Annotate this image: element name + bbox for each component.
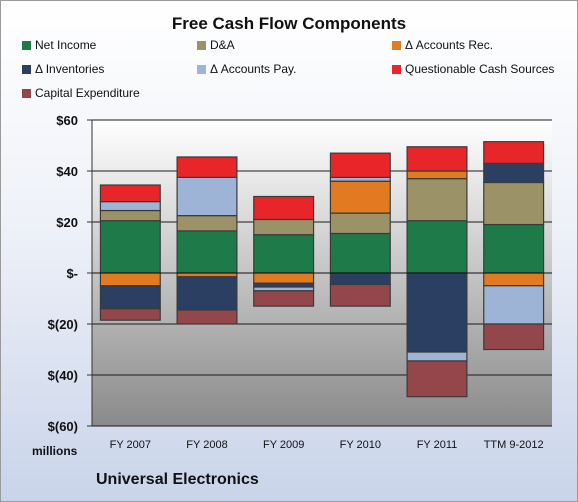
chart-title: Free Cash Flow Components bbox=[171, 14, 407, 33]
legend-label: Δ Accounts Pay. bbox=[210, 62, 297, 76]
bar-capital-expenditure-fy-2011 bbox=[406, 360, 468, 398]
y-tick-label: $20 bbox=[56, 215, 78, 230]
bar-accounts-rec-fy-2009 bbox=[253, 272, 315, 284]
company-name: Universal Electronics bbox=[96, 471, 259, 488]
bar-questionable-cash-sources-fy-2011 bbox=[406, 146, 468, 172]
bar-net-income-fy-2009 bbox=[253, 234, 315, 274]
y-tick-label: $(20) bbox=[48, 317, 78, 332]
bar-questionable-cash-sources-fy-2010 bbox=[329, 152, 391, 178]
bar-accounts-pay-fy-2008 bbox=[176, 176, 238, 217]
legend-item-accounts-rec: Δ Accounts Rec. bbox=[392, 38, 493, 52]
legend-label: Capital Expenditure bbox=[35, 86, 140, 100]
bar-inventories-fy-2007 bbox=[99, 285, 161, 310]
x-tick-label: FY 2011 bbox=[417, 439, 458, 451]
bar-accounts-pay-ttm-9-2012 bbox=[483, 285, 545, 325]
bar-d-a-fy-2010 bbox=[329, 212, 391, 235]
bar-d-a-ttm-9-2012 bbox=[483, 181, 545, 226]
units-label: millions bbox=[32, 444, 78, 458]
legend-item-d-a: D&A bbox=[197, 38, 235, 52]
y-tick-label: $60 bbox=[56, 113, 78, 128]
bar-d-a-fy-2007 bbox=[99, 209, 161, 222]
x-tick-label: FY 2008 bbox=[186, 439, 227, 451]
y-tick-label: $40 bbox=[56, 164, 78, 179]
legend-item-questionable-cash-sources: Questionable Cash Sources bbox=[392, 62, 554, 76]
bar-capital-expenditure-fy-2009 bbox=[253, 290, 315, 307]
legend-swatch bbox=[22, 41, 31, 50]
bar-d-a-fy-2008 bbox=[176, 215, 238, 232]
bar-capital-expenditure-fy-2010 bbox=[329, 283, 391, 307]
bar-d-a-fy-2009 bbox=[253, 218, 315, 236]
bar-net-income-ttm-9-2012 bbox=[483, 223, 545, 274]
legend-swatch bbox=[22, 65, 31, 74]
bar-net-income-fy-2008 bbox=[176, 230, 238, 274]
bar-accounts-rec-fy-2007 bbox=[99, 272, 161, 287]
legend-item-accounts-pay: Δ Accounts Pay. bbox=[197, 62, 297, 76]
legend-label: Questionable Cash Sources bbox=[405, 62, 555, 76]
bar-inventories-fy-2008 bbox=[176, 276, 238, 311]
y-tick-label: $- bbox=[66, 266, 78, 281]
bar-capital-expenditure-fy-2007 bbox=[99, 308, 161, 321]
bar-questionable-cash-sources-fy-2007 bbox=[99, 184, 161, 203]
legend-item-net-income: Net Income bbox=[22, 38, 96, 52]
bar-accounts-rec-ttm-9-2012 bbox=[483, 272, 545, 287]
bar-accounts-pay-fy-2011 bbox=[406, 351, 468, 362]
bar-d-a-fy-2011 bbox=[406, 178, 468, 222]
y-tick-label: $(60) bbox=[48, 419, 78, 434]
bar-questionable-cash-sources-fy-2009 bbox=[253, 195, 315, 221]
x-tick-label: TTM 9-2012 bbox=[484, 439, 544, 451]
legend-label: Δ Accounts Rec. bbox=[405, 38, 494, 52]
legend-swatch bbox=[22, 89, 31, 98]
y-tick-label: $(40) bbox=[48, 368, 78, 383]
legend-label: D&A bbox=[210, 38, 235, 52]
bar-capital-expenditure-fy-2008 bbox=[176, 309, 238, 325]
x-tick-label: FY 2009 bbox=[263, 439, 304, 451]
bar-accounts-rec-fy-2011 bbox=[406, 170, 468, 180]
legend-item-inventories: Δ Inventories bbox=[22, 62, 104, 76]
bar-net-income-fy-2010 bbox=[329, 232, 391, 274]
bar-questionable-cash-sources-ttm-9-2012 bbox=[483, 141, 545, 164]
legend-swatch bbox=[197, 41, 206, 50]
bar-accounts-pay-fy-2007 bbox=[99, 201, 161, 212]
legend-label: Net Income bbox=[35, 38, 97, 52]
bar-inventories-fy-2010 bbox=[329, 272, 391, 286]
legend-item-capital-expenditure: Capital Expenditure bbox=[22, 86, 140, 100]
legend-swatch bbox=[392, 41, 401, 50]
x-tick-label: FY 2007 bbox=[110, 439, 151, 451]
bar-capital-expenditure-ttm-9-2012 bbox=[483, 323, 545, 351]
bar-net-income-fy-2007 bbox=[99, 220, 161, 274]
bar-inventories-ttm-9-2012 bbox=[483, 162, 545, 184]
bar-accounts-rec-fy-2010 bbox=[329, 180, 391, 214]
bar-questionable-cash-sources-fy-2008 bbox=[176, 156, 238, 178]
bar-inventories-fy-2011 bbox=[406, 272, 468, 353]
bar-net-income-fy-2011 bbox=[406, 220, 468, 274]
legend-swatch bbox=[392, 65, 401, 74]
x-tick-label: FY 2010 bbox=[340, 439, 381, 451]
legend-swatch bbox=[197, 65, 206, 74]
legend-label: Δ Inventories bbox=[35, 62, 105, 76]
